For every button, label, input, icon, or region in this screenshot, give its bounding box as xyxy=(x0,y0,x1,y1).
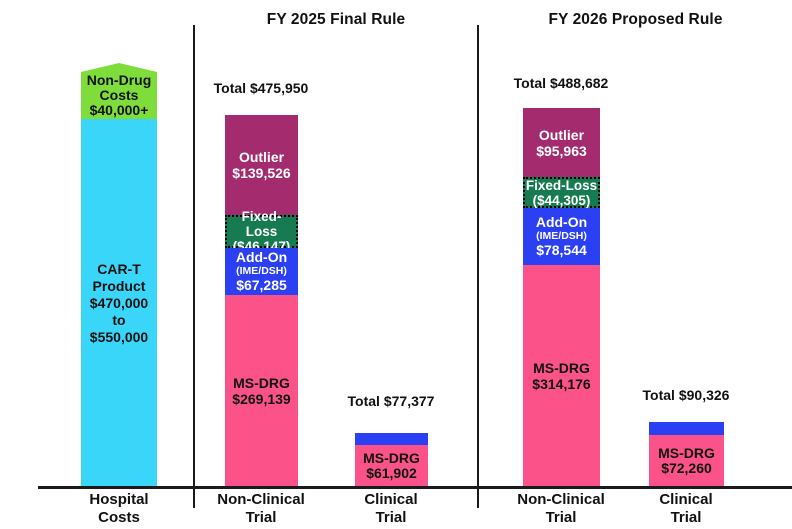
segment-fy2026-nc-add-on: Add-On (IME/DSH) $78,544 xyxy=(523,208,600,265)
segment-fy2025-nc-add-on: Add-On (IME/DSH) $67,285 xyxy=(225,248,298,295)
axis-label-fy2025-clinical-trial: Clinical Trial xyxy=(364,491,418,526)
segment-label-fy2025-nc-outlier: Outlier $139,526 xyxy=(232,149,291,181)
segment-fy2026-nc-outlier: Outlier $95,963 xyxy=(523,108,600,177)
segment-label-fy2026-c-ms-drg: MS-DRG $72,260 xyxy=(658,445,715,476)
segment-label-fy2026-nc-ms-drg: MS-DRG $314,176 xyxy=(532,360,591,392)
segment-label-fy2026-nc-outlier: Outlier $95,963 xyxy=(536,126,587,159)
segment-fy2026-nc-ms-drg: MS-DRG $314,176 xyxy=(523,265,600,487)
segment-fy2025-c-ms-drg: MS-DRG $61,902 xyxy=(355,445,428,487)
segment-non-drug-costs: Non-Drug Costs $40,000+ xyxy=(81,63,157,119)
segment-label-car-t-product: CAR-T Product $470,000 to $550,000 xyxy=(89,260,149,345)
axis-label-fy2026-non-clinical-trial: Non-Clinical Trial xyxy=(517,491,605,526)
segment-fy2025-nc-fixed-loss: Fixed-Loss ($46,147) xyxy=(225,209,298,254)
segment-car-t-product: CAR-T Product $470,000 to $550,000 xyxy=(81,119,157,487)
segment-fy2026-nc-fixed-loss: Fixed-Loss ($44,305) xyxy=(523,177,600,208)
panel-divider-right xyxy=(477,25,479,508)
segment-fy2025-nc-ms-drg: MS-DRG $269,139 xyxy=(225,295,298,487)
segment-fy2026-c-ms-drg: MS-DRG $72,260 xyxy=(649,435,724,487)
segment-label-fy2025-c-ms-drg: MS-DRG $61,902 xyxy=(363,450,420,481)
segment-label-fy2025-nc-ms-drg: MS-DRG $269,139 xyxy=(232,375,291,407)
segment-label-non-drug-costs: Non-Drug Costs $40,000+ xyxy=(86,72,152,118)
panel-divider-left xyxy=(193,25,195,508)
segment-label-fy2026-nc-add-on-title: Add-On xyxy=(535,214,588,230)
segment-label-fy2025-nc-add-on-amount: $67,285 xyxy=(236,277,287,293)
segment-fy2025-nc-outlier: Outlier $139,526 xyxy=(225,115,298,215)
total-label-fy2026-clinical: Total $90,326 xyxy=(642,387,730,403)
segment-label-fy2025-nc-add-on-title: Add-On xyxy=(235,249,288,265)
panel-title-fy2026: FY 2026 Proposed Rule xyxy=(548,11,723,28)
axis-label-hospital-costs: Hospital Costs xyxy=(89,491,149,526)
segment-fy2026-c-add-on xyxy=(649,422,724,435)
total-label-fy2025-non-clinical: Total $475,950 xyxy=(213,80,309,96)
segment-label-fy2026-nc-add-on-subtitle: (IME/DSH) xyxy=(536,230,587,242)
total-label-fy2026-non-clinical: Total $488,682 xyxy=(513,75,609,91)
x-axis-line xyxy=(38,486,792,489)
axis-label-fy2025-non-clinical-trial: Non-Clinical Trial xyxy=(217,491,305,526)
panel-title-fy2025: FY 2025 Final Rule xyxy=(266,11,406,28)
segment-fy2025-c-add-on xyxy=(355,433,428,445)
segment-label-fy2026-nc-fixed-loss: Fixed-Loss ($44,305) xyxy=(525,177,598,208)
segment-label-fy2025-nc-add-on-subtitle: (IME/DSH) xyxy=(236,265,287,277)
total-label-fy2025-clinical: Total $77,377 xyxy=(347,393,435,409)
segment-label-fy2026-nc-add-on-amount: $78,544 xyxy=(536,242,587,258)
axis-label-fy2026-clinical-trial: Clinical Trial xyxy=(659,491,713,526)
